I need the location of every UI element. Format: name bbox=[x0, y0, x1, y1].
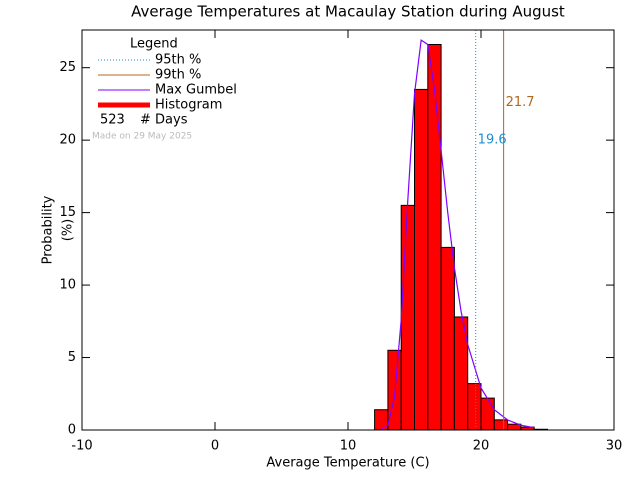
x-tick-label: 30 bbox=[606, 439, 623, 454]
y-tick-label: 5 bbox=[68, 350, 76, 365]
histogram-bar bbox=[493, 419, 509, 431]
histogram-bar bbox=[400, 204, 416, 431]
percentile-label: 21.7 bbox=[506, 95, 535, 110]
y-tick-label: 10 bbox=[59, 278, 76, 293]
y-tick-label: 20 bbox=[59, 133, 76, 148]
chart-title: Average Temperatures at Macaulay Station… bbox=[131, 3, 565, 21]
legend-label: 99th % bbox=[155, 68, 201, 83]
legend-title: Legend bbox=[130, 37, 178, 52]
percentile-label: 19.6 bbox=[478, 133, 507, 148]
days-count: 523 bbox=[100, 113, 125, 128]
x-axis-label: Average Temperature (C) bbox=[266, 456, 429, 471]
histogram-bar bbox=[414, 88, 429, 431]
histogram-bar bbox=[467, 383, 482, 431]
y-tick-label: 0 bbox=[68, 423, 76, 438]
x-tick-label: 20 bbox=[473, 439, 490, 454]
legend-label: Histogram bbox=[155, 98, 222, 113]
x-tick-label: 0 bbox=[211, 439, 219, 454]
days-label: # Days bbox=[140, 113, 188, 128]
histogram-bar bbox=[427, 43, 442, 431]
legend-label: Max Gumbel bbox=[155, 83, 237, 98]
y-tick-label: 15 bbox=[59, 205, 76, 220]
legend-label: 95th % bbox=[155, 53, 201, 68]
y-tick-label: 25 bbox=[59, 60, 76, 75]
x-tick-label: -10 bbox=[71, 439, 92, 454]
histogram-bar bbox=[480, 397, 495, 431]
y-axis-label: Probability bbox=[41, 195, 56, 264]
histogram-bar bbox=[440, 246, 455, 431]
gumbel-curve bbox=[380, 39, 535, 431]
y-axis-unit: (%) bbox=[61, 219, 76, 242]
watermark: Made on 29 May 2025 bbox=[92, 132, 192, 142]
x-tick-label: 10 bbox=[340, 439, 357, 454]
